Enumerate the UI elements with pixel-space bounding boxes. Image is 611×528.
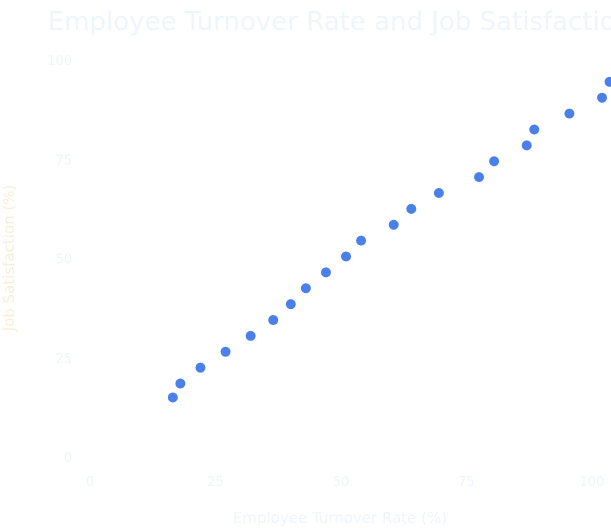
y-axis-label: Job Satisfaction (%): [0, 185, 18, 333]
y-tick-labels: 0 25 50 75 100: [47, 54, 72, 466]
x-tick-label: 25: [207, 475, 224, 490]
data-point: [388, 219, 399, 230]
data-point: [406, 203, 417, 214]
y-tick-label: 25: [55, 352, 72, 367]
data-point: [521, 140, 532, 151]
y-tick-label: 75: [55, 153, 72, 168]
x-tick-label: 0: [86, 475, 94, 490]
data-point: [268, 315, 279, 326]
data-point: [167, 392, 178, 403]
y-tick-label: 50: [55, 253, 72, 268]
data-point: [220, 346, 231, 357]
data-point: [489, 156, 500, 167]
x-axis-label: Employee Turnover Rate (%): [233, 509, 447, 527]
data-point: [529, 124, 540, 135]
x-tick-labels: 0 25 50 75 100: [86, 475, 605, 490]
data-point: [564, 108, 575, 119]
data-point: [300, 283, 311, 294]
data-point: [195, 362, 206, 373]
data-point: [175, 378, 186, 389]
data-point: [320, 267, 331, 278]
data-point: [245, 330, 256, 341]
data-point: [597, 92, 608, 103]
x-tick-label: 50: [333, 475, 350, 490]
y-tick-label: 0: [64, 451, 72, 466]
chart-title: Employee Turnover Rate and Job Satisfact…: [48, 7, 611, 37]
data-points: [167, 76, 611, 403]
data-point: [433, 187, 444, 198]
data-point: [341, 251, 352, 262]
x-tick-label: 75: [458, 475, 475, 490]
data-point: [285, 299, 296, 310]
x-tick-label: 100: [580, 475, 605, 490]
data-point: [356, 235, 367, 246]
data-point: [604, 76, 611, 87]
data-point: [474, 172, 485, 183]
y-tick-label: 100: [47, 54, 72, 69]
